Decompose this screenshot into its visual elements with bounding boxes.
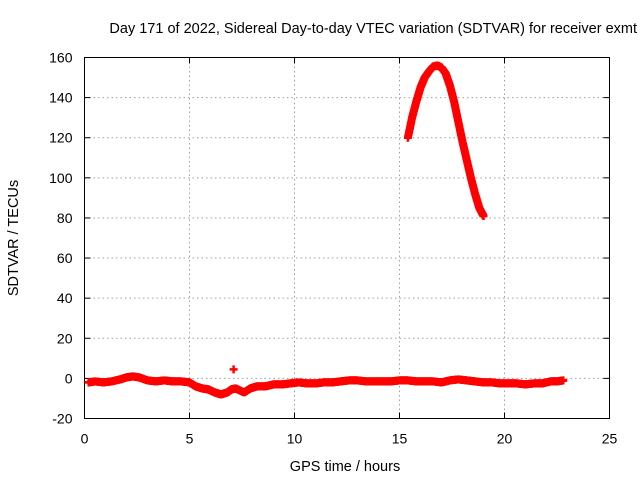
- y-tick-label: 160: [49, 50, 73, 66]
- axis-ticks: [84, 57, 610, 419]
- y-tick-label: 60: [57, 250, 73, 266]
- grid-lines: [84, 57, 610, 419]
- x-tick-label: 0: [81, 431, 89, 447]
- y-tick-label: 20: [57, 330, 73, 346]
- x-axis-label: GPS time / hours: [290, 459, 400, 475]
- y-tick-label: -20: [52, 411, 72, 427]
- y-tick-label: 120: [49, 130, 73, 146]
- x-tick-labels: 0 5 10 15 20 25: [81, 431, 618, 447]
- x-tick-label: 20: [497, 431, 513, 447]
- series-sdtvar: [84, 61, 568, 399]
- y-tick-label: 140: [49, 90, 73, 106]
- y-tick-label: 100: [49, 170, 73, 186]
- plot-frame: [84, 57, 610, 419]
- y-tick-label: 40: [57, 290, 73, 306]
- y-axis-label: SDTVAR / TECUs: [6, 180, 22, 296]
- x-tick-label: 10: [287, 431, 303, 447]
- y-tick-labels: -20 0 20 40 60 80 100 120 140 160: [49, 50, 73, 427]
- data-point: [479, 211, 488, 220]
- y-tick-label: 0: [65, 370, 73, 386]
- data-points: [84, 61, 568, 399]
- x-tick-label: 25: [602, 431, 618, 447]
- chart-title: Day 171 of 2022, Sidereal Day-to-day VTE…: [109, 21, 637, 37]
- x-tick-label: 5: [186, 431, 194, 447]
- y-tick-label: 80: [57, 210, 73, 226]
- x-tick-label: 15: [392, 431, 408, 447]
- data-point: [559, 376, 568, 385]
- data-point: [229, 365, 238, 374]
